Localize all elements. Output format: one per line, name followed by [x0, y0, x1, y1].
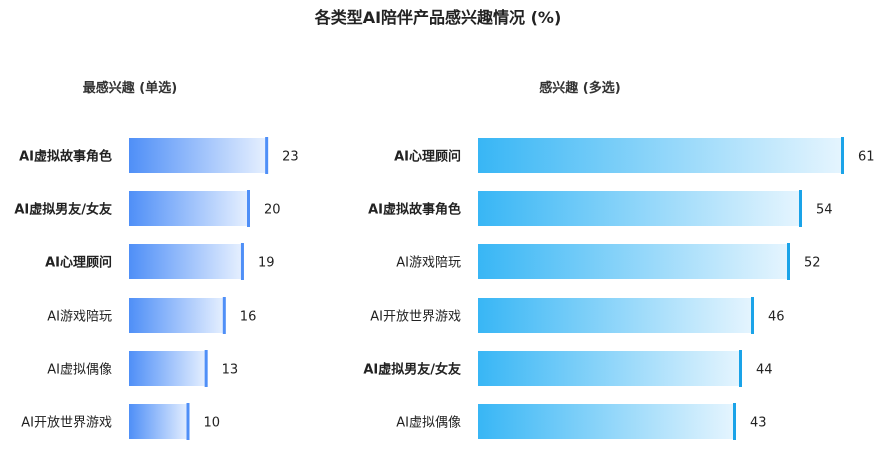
right-value-label: 52 — [804, 256, 821, 271]
chart-title: 各类型AI陪伴产品感兴趣情况 (%) — [314, 8, 562, 27]
left-bar-end-line — [240, 243, 244, 280]
right-bar — [478, 138, 844, 173]
right-value-label: 44 — [756, 363, 773, 378]
left-bar — [129, 138, 269, 173]
right-value-label: 43 — [750, 416, 767, 431]
left-value-label: 23 — [282, 150, 299, 165]
right-bar-panel: AI心理顾问 61 AI虚拟故事角色 54 AI游戏陪玩 52 AI开放世界游戏 46 AI虚拟… — [363, 137, 875, 440]
right-value-label: 54 — [816, 203, 833, 218]
left-value-label: 16 — [240, 310, 257, 325]
left-category-label: AI虚拟男友/女友 — [14, 202, 112, 218]
left-bar-panel: AI虚拟故事角色 23 AI虚拟男友/女友 20 AI心理顾问 19 AI游戏陪玩 16 AI虚… — [14, 137, 299, 440]
left-category-label: AI虚拟偶像 — [47, 363, 112, 378]
right-value-label: 61 — [858, 150, 875, 165]
right-category-label: AI心理顾问 — [394, 149, 461, 165]
left-value-label: 20 — [264, 203, 281, 218]
right-panel-subtitle: 感兴趣 (多选) — [539, 80, 620, 96]
left-category-label: AI开放世界游戏 — [21, 416, 112, 431]
right-bar — [478, 191, 802, 226]
left-category-label: AI游戏陪玩 — [47, 310, 112, 325]
left-bar — [129, 244, 244, 279]
right-bar-end-line — [799, 190, 802, 227]
right-bar — [478, 244, 790, 279]
right-category-label: AI游戏陪玩 — [396, 256, 461, 271]
right-bar-end-line — [841, 137, 844, 174]
right-bar-end-line — [733, 403, 736, 440]
left-value-label: 19 — [258, 256, 275, 271]
left-category-label: AI心理顾问 — [45, 255, 112, 271]
right-category-label: AI虚拟偶像 — [396, 416, 461, 431]
left-bar-end-line — [204, 350, 208, 387]
right-category-label: AI虚拟男友/女友 — [363, 362, 461, 378]
left-bar — [129, 404, 190, 439]
right-bar — [478, 351, 742, 386]
right-bar-end-line — [787, 243, 790, 280]
right-bar — [478, 298, 754, 333]
left-panel-subtitle: 最感兴趣 (单选) — [83, 80, 177, 96]
left-value-label: 13 — [222, 363, 239, 378]
right-bar-end-line — [739, 350, 742, 387]
left-bar-end-line — [186, 403, 190, 440]
right-value-label: 46 — [768, 310, 785, 325]
right-bar — [478, 404, 736, 439]
right-category-label: AI开放世界游戏 — [370, 310, 461, 325]
left-bar — [129, 191, 250, 226]
right-category-label: AI虚拟故事角色 — [368, 202, 461, 218]
left-category-label: AI虚拟故事角色 — [19, 149, 112, 165]
left-bar-end-line — [265, 137, 269, 174]
left-bar-end-line — [247, 190, 250, 227]
left-bar — [129, 351, 208, 386]
right-bar-end-line — [751, 297, 754, 334]
left-value-label: 10 — [204, 416, 221, 431]
left-bar-end-line — [222, 297, 226, 334]
left-bar — [129, 298, 226, 333]
